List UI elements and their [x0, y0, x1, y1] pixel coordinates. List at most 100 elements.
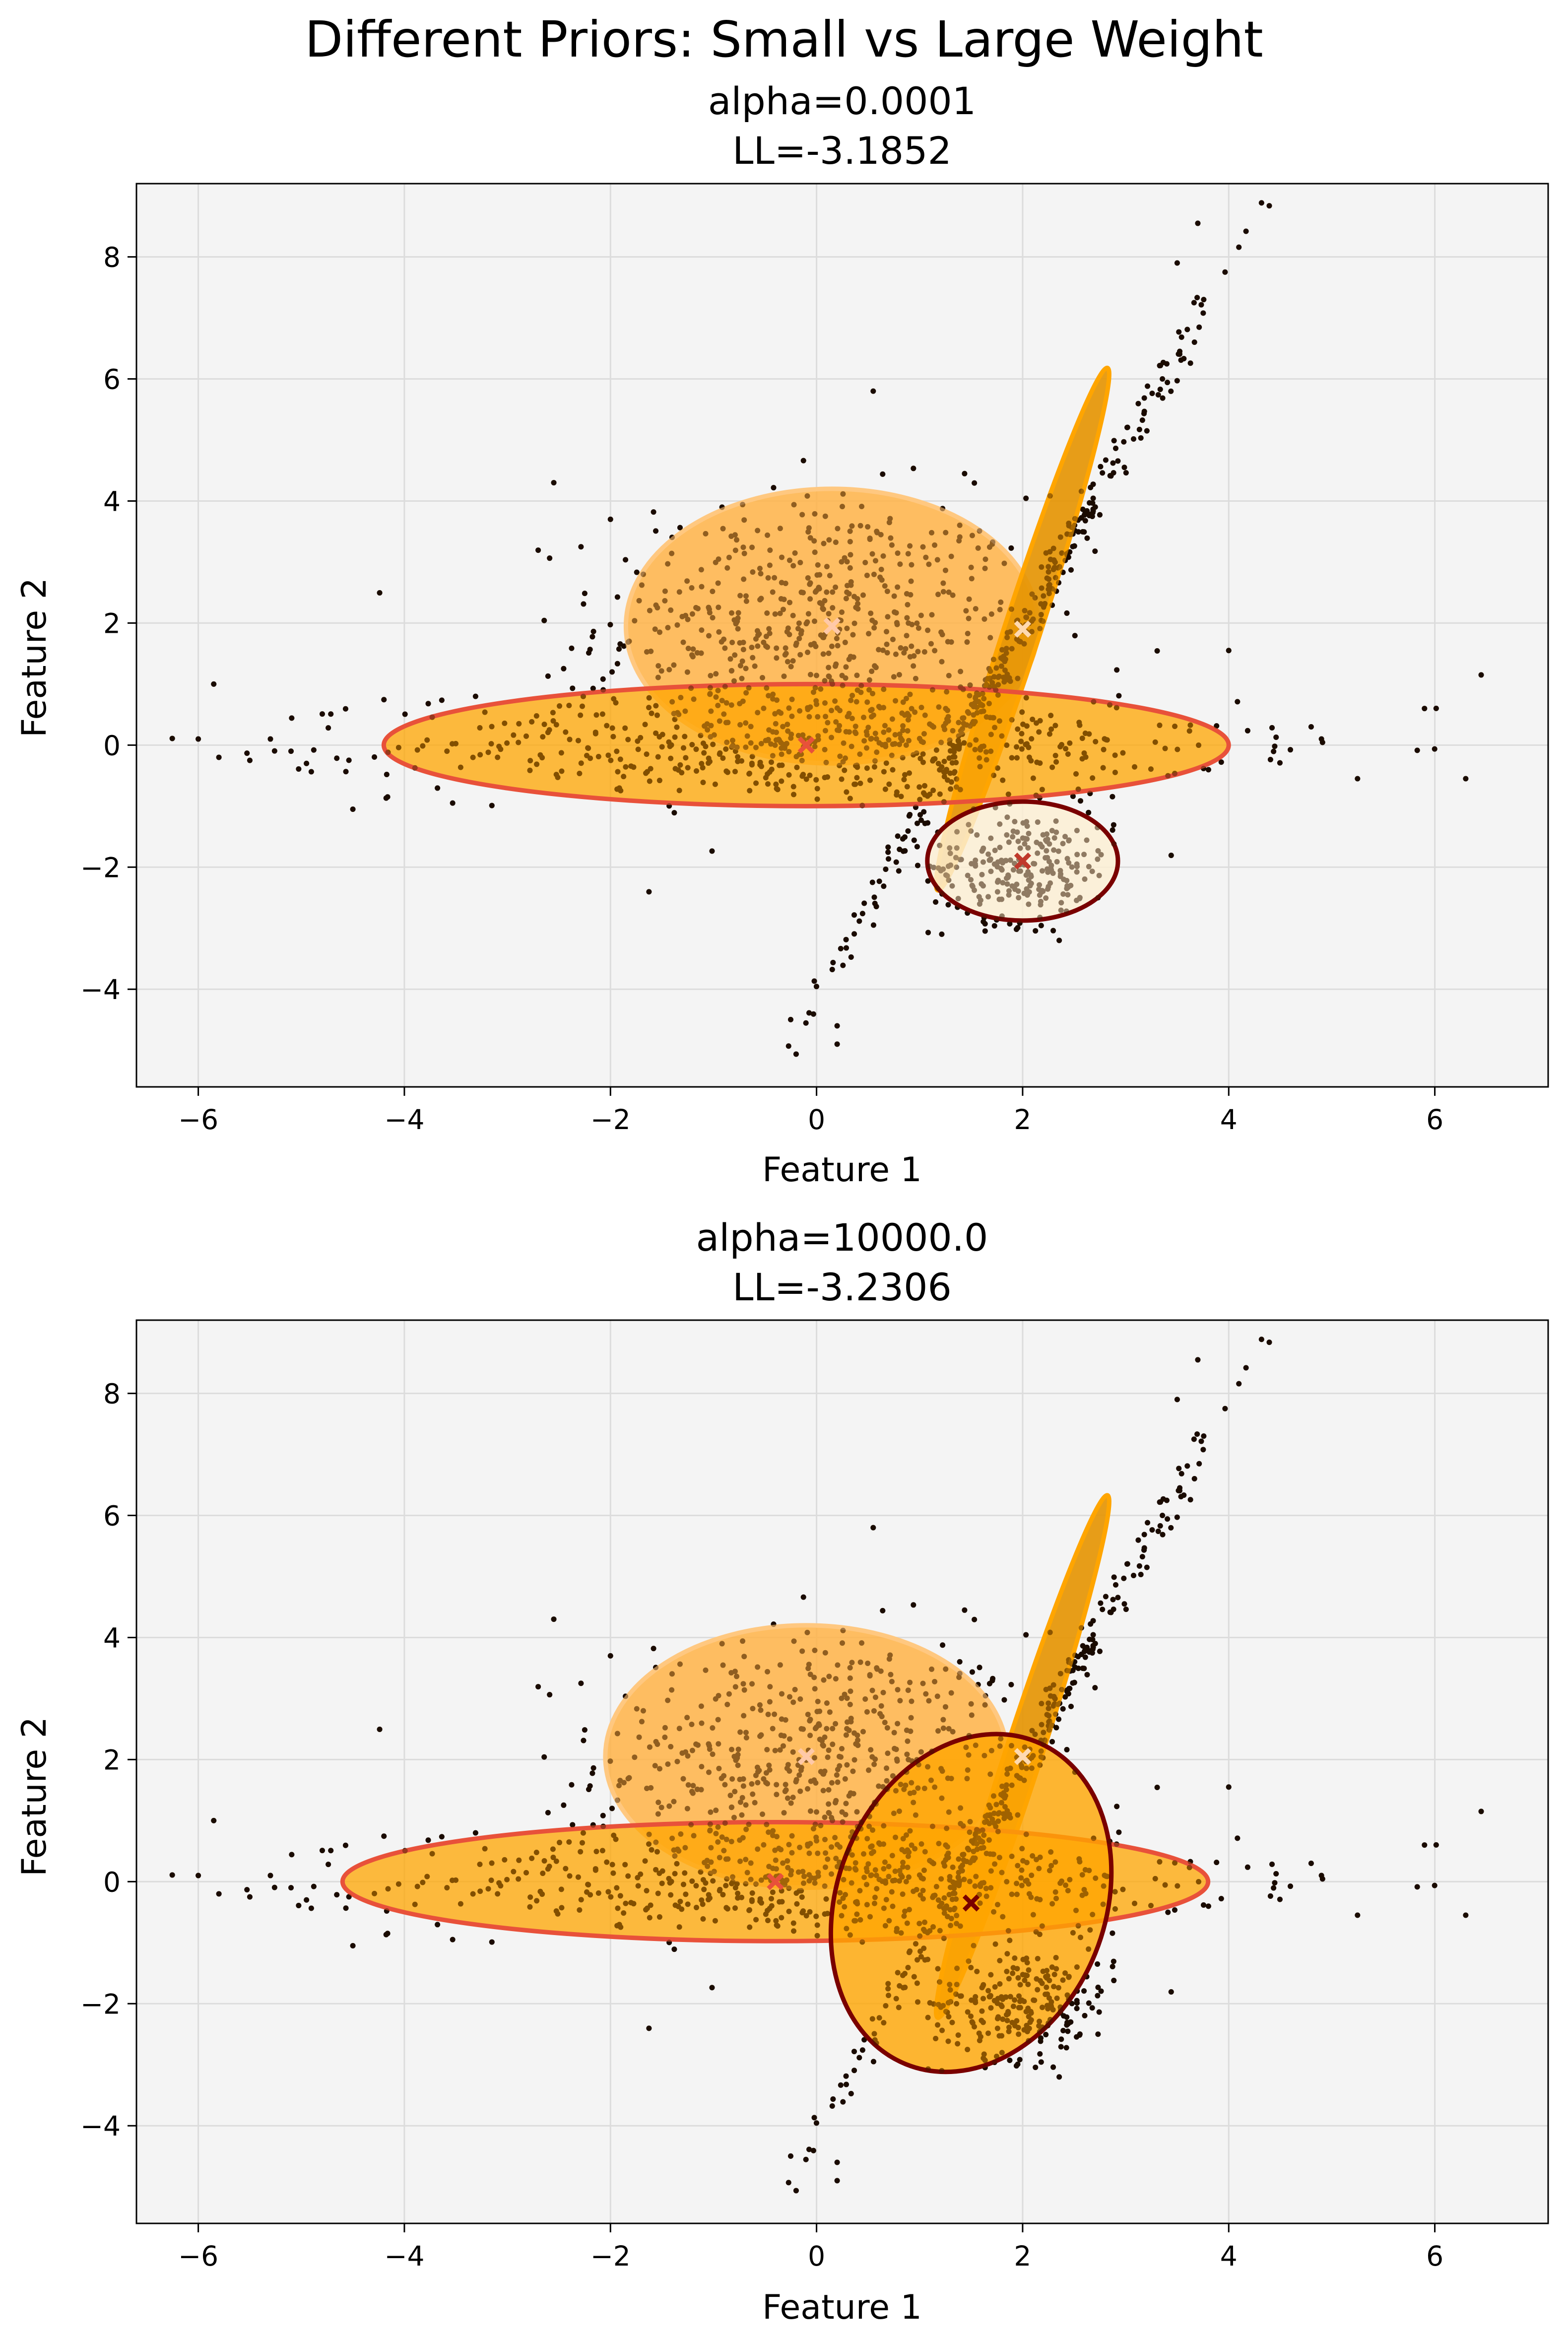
- data-point: [439, 697, 445, 703]
- data-point: [1036, 729, 1042, 735]
- data-point: [1072, 522, 1078, 528]
- data-point: [999, 896, 1005, 902]
- data-point: [634, 569, 640, 575]
- data-point: [1038, 923, 1044, 929]
- data-point: [918, 817, 924, 823]
- data-point: [915, 863, 920, 869]
- data-point: [343, 769, 349, 775]
- data-point: [1155, 392, 1161, 398]
- data-point: [1017, 639, 1023, 645]
- data-point: [897, 561, 903, 567]
- data-point: [1024, 614, 1030, 620]
- data-point: [600, 687, 606, 693]
- data-point: [869, 707, 875, 713]
- data-point: [881, 705, 887, 711]
- data-point: [938, 868, 944, 873]
- data-point: [856, 918, 862, 924]
- data-point: [904, 633, 910, 639]
- data-point: [1022, 607, 1028, 613]
- data-point: [1288, 747, 1294, 753]
- data-point: [527, 767, 533, 773]
- data-point: [1051, 835, 1057, 841]
- data-point: [1098, 464, 1104, 469]
- data-point: [1110, 794, 1115, 800]
- data-point: [743, 666, 749, 671]
- data-point: [616, 646, 622, 652]
- data-point: [1008, 545, 1014, 551]
- data-point: [882, 583, 888, 589]
- data-point: [579, 703, 585, 709]
- data-point: [806, 714, 812, 720]
- data-point: [843, 596, 849, 602]
- data-point: [613, 700, 619, 706]
- data-point: [457, 764, 463, 770]
- data-point: [716, 604, 721, 610]
- data-point: [1191, 300, 1197, 306]
- subplot-title-alpha: alpha=10000.0: [696, 1215, 988, 1260]
- data-point: [936, 704, 942, 710]
- data-point: [859, 803, 865, 808]
- data-point: [788, 732, 794, 737]
- data-point: [905, 551, 911, 557]
- data-point: [790, 563, 796, 569]
- data-point: [1050, 928, 1056, 934]
- data-point: [1168, 388, 1174, 394]
- data-point: [799, 512, 805, 518]
- data-point: [737, 593, 743, 599]
- data-point: [1089, 869, 1095, 874]
- data-point: [767, 547, 773, 553]
- data-point: [385, 749, 391, 755]
- data-point: [844, 945, 849, 951]
- data-point: [838, 945, 844, 951]
- data-point: [1072, 633, 1078, 639]
- data-point: [972, 480, 978, 486]
- data-point: [902, 772, 908, 778]
- data-point: [699, 627, 705, 633]
- data-point: [1058, 900, 1064, 906]
- data-point: [672, 717, 678, 723]
- data-point: [781, 597, 787, 603]
- data-point: [998, 663, 1004, 669]
- data-point: [737, 701, 743, 707]
- data-point: [854, 672, 860, 678]
- data-point: [855, 606, 861, 612]
- data-point: [334, 755, 340, 761]
- data-point: [990, 715, 996, 721]
- data-point: [319, 711, 325, 717]
- data-point: [864, 745, 870, 751]
- data-point: [1065, 554, 1071, 560]
- data-point: [566, 702, 572, 708]
- data-point: [541, 722, 547, 728]
- data-point: [1014, 755, 1020, 761]
- data-point: [1112, 752, 1118, 758]
- data-point: [982, 565, 988, 571]
- data-point: [1051, 557, 1057, 563]
- data-point: [969, 533, 975, 538]
- data-point: [822, 678, 828, 684]
- data-point: [1141, 395, 1147, 401]
- data-point: [799, 757, 805, 763]
- data-point: [1079, 736, 1085, 741]
- data-point: [929, 612, 935, 618]
- data-point: [561, 666, 567, 671]
- data-point: [945, 639, 951, 645]
- data-point: [881, 686, 887, 692]
- data-point: [842, 639, 848, 645]
- data-point: [1187, 722, 1193, 728]
- data-point: [920, 790, 926, 796]
- y-tick-label: −4: [80, 974, 121, 1005]
- data-point: [649, 710, 654, 716]
- data-point: [590, 628, 596, 634]
- data-point: [1184, 327, 1190, 333]
- data-point: [1004, 881, 1010, 887]
- data-point: [939, 891, 945, 897]
- data-point: [1052, 752, 1058, 758]
- data-point: [1007, 857, 1013, 863]
- data-point: [669, 699, 675, 705]
- data-point: [893, 698, 899, 704]
- data-point: [1006, 839, 1012, 845]
- data-point: [1226, 648, 1232, 654]
- data-point: [946, 672, 952, 678]
- data-point: [895, 584, 901, 590]
- data-point: [732, 532, 738, 538]
